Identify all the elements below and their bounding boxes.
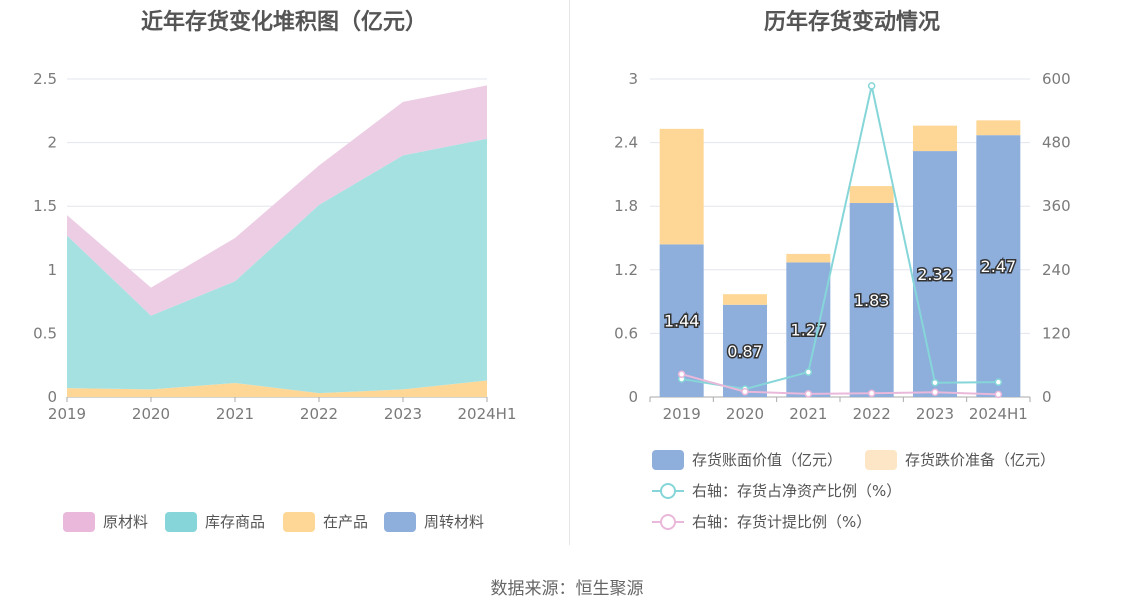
x-tick-label: 2019: [663, 405, 701, 423]
line-point: [677, 370, 686, 378]
bar-impairment: [659, 128, 704, 245]
bar-impairment: [786, 253, 831, 263]
panel-divider: [569, 0, 570, 545]
y-tick-label: 1.8: [614, 197, 638, 215]
bar-book-value: [913, 151, 957, 397]
x-tick-label: 2022: [853, 405, 891, 423]
bar-data-label: 1.27: [791, 321, 827, 340]
x-tick-label: 2023: [384, 405, 422, 423]
y-tick-label: 3: [628, 70, 638, 88]
x-tick-label: 2020: [726, 405, 764, 423]
legend-label: 右轴：存货占净资产比例（%）: [692, 482, 901, 500]
y-tick-label: 0: [47, 388, 57, 406]
line-point: [931, 378, 939, 387]
x-tick-label: 2021: [789, 405, 827, 423]
line-point: [867, 82, 876, 90]
left-chart-title: 近年存货变化堆积图（亿元）: [140, 10, 427, 35]
line-point: [867, 389, 876, 398]
x-tick-label: 2024H1: [458, 405, 517, 423]
line-point: [804, 390, 813, 398]
y-tick-label: 2.5: [33, 70, 57, 88]
y-tick-label: 0: [628, 388, 638, 406]
bar-impairment: [849, 186, 894, 204]
y-tick-label: 1.5: [33, 197, 57, 215]
bar-data-label: 0.87: [727, 342, 763, 361]
legend-label: 右轴：存货计提比例（%）: [692, 513, 871, 531]
legend-swatch: [165, 512, 197, 532]
x-tick-label: 2024H1: [969, 405, 1028, 423]
y2-tick-label: 0: [1042, 388, 1052, 406]
right-chart-title: 历年存货变动情况: [763, 10, 940, 35]
bar-book-value: [976, 135, 1021, 397]
y2-tick-label: 120: [1042, 324, 1071, 342]
y2-tick-label: 480: [1042, 134, 1071, 152]
y2-tick-label: 360: [1042, 197, 1071, 215]
bar-impairment: [723, 294, 767, 305]
y-tick-label: 2.4: [614, 134, 638, 152]
y2-tick-label: 600: [1042, 70, 1071, 88]
bar-data-label: 2.47: [981, 257, 1017, 276]
x-tick-label: 2021: [216, 405, 254, 423]
legend-swatch: [652, 450, 684, 470]
right-chart-panel: 历年存货变动情况 0 0.6 1.2 1.8 2.4 3 0 120 240 360 480 600 2…: [570, 0, 1134, 545]
bar-data-label: 1.83: [854, 291, 890, 310]
area-series-库存商品: [67, 138, 487, 394]
stacked-area-chart: 0 0.5 1 1.5 2 2.5 2019 2020 2021 2022 2023 2024H1 原材…: [33, 70, 517, 532]
y-tick-label: 2: [47, 134, 57, 152]
line-point: [804, 368, 813, 376]
legend: 存货账面价值（亿元） 存货跌价准备（亿元）右轴：存货占净资产比例（%） 右轴：存货计…: [652, 450, 1055, 531]
bar-data-label: 2.32: [917, 265, 953, 284]
bar-data-label: 1.44: [664, 312, 700, 331]
legend-label: 在产品: [323, 513, 368, 531]
bar-book-value: [849, 203, 894, 397]
area-series-在产品: [67, 380, 487, 397]
legend-label: 周转材料: [424, 513, 484, 531]
line-point: [994, 390, 1003, 399]
line-point: [994, 378, 1003, 386]
x-tick-label: 2023: [916, 405, 954, 423]
legend-line-marker: [660, 514, 676, 530]
line-point: [931, 388, 939, 396]
x-tick-label: 2022: [300, 405, 338, 423]
x-tick-label: 2019: [48, 405, 86, 423]
y-tick-label: 1.2: [614, 261, 638, 279]
legend-label: 存货跌价准备（亿元）: [905, 451, 1055, 469]
y2-tick-label: 240: [1042, 261, 1071, 279]
bar-book-value: [723, 304, 767, 397]
line-point: [741, 387, 749, 396]
legend-label: 存货账面价值（亿元）: [692, 451, 842, 469]
line-series-右轴：存货计提比例（%）: [681, 373, 999, 396]
data-source: 数据来源：恒生聚源: [490, 579, 644, 599]
bar-impairment: [913, 125, 957, 152]
y-tick-label: 1: [47, 261, 57, 279]
left-chart-panel: 近年存货变化堆积图（亿元） 0 0.5 1 1.5 2 2.5 2019 2020 2021 20…: [0, 0, 568, 545]
legend-label: 原材料: [103, 513, 148, 531]
legend-label: 库存商品: [205, 513, 265, 531]
y-tick-label: 0.5: [33, 324, 57, 342]
legend-swatch: [865, 450, 897, 470]
bar-line-chart: 0 0.6 1.2 1.8 2.4 3 0 120 240 360 480 600 2019 2020 20…: [614, 70, 1071, 531]
legend-swatch: [63, 512, 95, 532]
line-series-右轴：存货占净资产比例（%）: [681, 85, 999, 391]
area-series-原材料: [67, 85, 487, 316]
bar-impairment: [976, 120, 1021, 136]
x-tick-label: 2020: [132, 405, 170, 423]
legend-line-marker: [660, 483, 676, 499]
legend-swatch: [283, 512, 315, 532]
y-tick-label: 0.6: [614, 324, 638, 342]
legend-swatch: [384, 512, 416, 532]
legend: 原材料 库存商品 在产品 周转材料: [63, 512, 484, 532]
